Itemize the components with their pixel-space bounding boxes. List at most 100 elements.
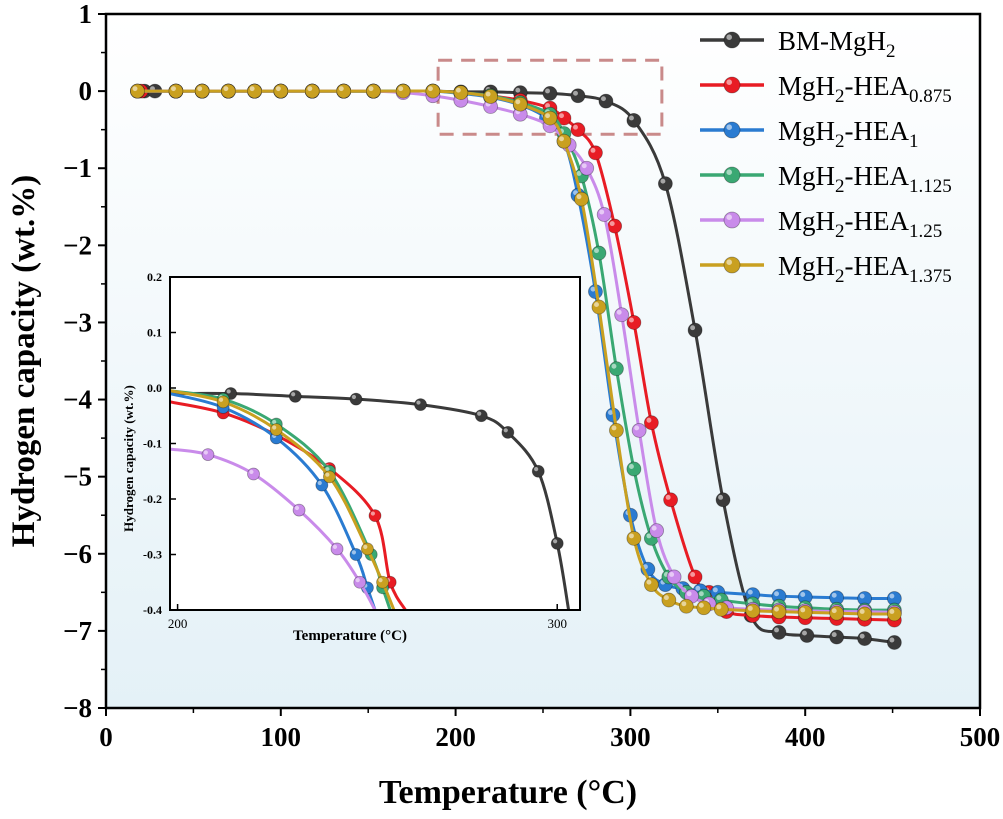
series-0-point-15 bbox=[542, 86, 558, 101]
series-5-point-28 bbox=[829, 605, 845, 621]
series-0-point-23-highlight bbox=[774, 627, 779, 633]
inset-series-5-point-5-highlight bbox=[378, 578, 383, 583]
series-1-point-16 bbox=[570, 122, 586, 138]
x-axis-label: Temperature (°C) bbox=[379, 774, 637, 811]
legend-label-sub: 2 bbox=[886, 41, 896, 62]
inset-series-0-point-3-highlight bbox=[351, 394, 357, 400]
series-5-point-7 bbox=[336, 83, 352, 99]
legend-swatch-marker-3 bbox=[723, 166, 741, 184]
series-0-point-26 bbox=[857, 631, 873, 646]
inset-series-5 bbox=[170, 389, 396, 610]
series-2-point-18-highlight bbox=[608, 410, 613, 415]
series-5-point-15-highlight bbox=[559, 136, 564, 142]
series-5-point-16-highlight bbox=[576, 194, 582, 200]
legend-label-main: MgH bbox=[778, 161, 835, 191]
legend-swatch-marker-4 bbox=[723, 211, 741, 229]
series-2-point-17-highlight bbox=[590, 286, 596, 292]
inset-series-2-point-3-highlight bbox=[317, 480, 322, 486]
series-0-point-27 bbox=[886, 635, 902, 650]
x-tick-label-5: 500 bbox=[960, 722, 1001, 752]
series-2-point-30-highlight bbox=[889, 593, 895, 599]
series-1-point-21-highlight bbox=[665, 494, 671, 500]
series-5-point-19-highlight bbox=[628, 533, 634, 539]
inset-series-0-point-8-highlight bbox=[553, 539, 558, 544]
inset-y-tick-label-2: 0.0 bbox=[147, 381, 162, 395]
series-0-point-24 bbox=[799, 628, 815, 643]
series-5-point-18-highlight bbox=[611, 425, 617, 431]
inset-series-1-point-4-highlight bbox=[370, 511, 375, 516]
y-tick-label-7: −6 bbox=[63, 539, 92, 569]
series-1-point-19 bbox=[626, 315, 642, 330]
series-5-point-11 bbox=[453, 85, 469, 101]
inset-series-4-point-2 bbox=[247, 467, 260, 481]
series-5-point-21-highlight bbox=[663, 595, 669, 601]
inset-series-5-point-2 bbox=[269, 423, 283, 437]
inset-series-0-point-7-highlight bbox=[534, 467, 539, 472]
x-tick-label-1: 100 bbox=[261, 722, 302, 752]
inset-plot: 200 300 0.2 0.1 0.0 -0.1 -0.2 -0.3 -0.4 Temperatu… bbox=[121, 270, 581, 644]
series-5-point-1-highlight bbox=[171, 86, 176, 92]
series-5-point-25 bbox=[745, 603, 761, 619]
inset-series-0-point-6 bbox=[501, 425, 515, 439]
legend-label-tail-sub: 0.875 bbox=[909, 86, 952, 107]
legend-label-tail-sub: 1.375 bbox=[909, 266, 952, 287]
series-1-point-20-highlight bbox=[646, 417, 652, 423]
inset-series-0-point-5-highlight bbox=[477, 411, 482, 416]
legend-label-tail: -HEA bbox=[845, 206, 910, 236]
legend-label-main: MgH bbox=[778, 116, 835, 146]
series-0-point-24-highlight bbox=[802, 630, 807, 636]
series-5-point-9-highlight bbox=[398, 86, 404, 92]
series-5-point-26 bbox=[771, 604, 787, 620]
legend-label-2: MgH2-HEA1 bbox=[778, 116, 919, 152]
inset-x-tick-label-1: 300 bbox=[547, 616, 567, 631]
series-1-point-21 bbox=[663, 492, 679, 508]
series-4-point-17-highlight bbox=[599, 209, 605, 215]
series-0-point-19-highlight bbox=[660, 178, 666, 184]
inset-series-5-point-5 bbox=[376, 575, 389, 589]
series-3-point-19-highlight bbox=[628, 464, 634, 469]
series-0-point-16-highlight bbox=[573, 90, 578, 96]
series-5-point-7-highlight bbox=[338, 86, 344, 92]
series-1-point-14-highlight bbox=[545, 103, 550, 109]
series-3-point-18-highlight bbox=[611, 363, 617, 369]
inset-series-5-point-4 bbox=[361, 542, 374, 556]
inset-series-0-point-4 bbox=[414, 398, 427, 412]
series-5 bbox=[130, 83, 902, 622]
inset-series-4-point-3 bbox=[292, 503, 306, 517]
series-5-point-14-highlight bbox=[545, 113, 550, 119]
series-0-point-27-highlight bbox=[889, 637, 895, 643]
series-0-point-21-highlight bbox=[718, 494, 724, 500]
inset-x-axis-label: Temperature (°C) bbox=[293, 628, 407, 644]
series-0-point-17-highlight bbox=[601, 96, 606, 102]
series-5-point-6-highlight bbox=[307, 86, 313, 92]
series-1-point-18-highlight bbox=[609, 221, 615, 227]
inset-x-tick-label-0: 200 bbox=[168, 616, 188, 631]
inset-y-tick-label-1: 0.1 bbox=[147, 326, 162, 340]
series-0-point-25 bbox=[829, 629, 845, 645]
x-tick-label-2: 200 bbox=[435, 722, 476, 752]
inset-y-tick-label-4: -0.2 bbox=[143, 492, 162, 506]
series-5-point-13 bbox=[512, 96, 528, 112]
inset-series-0-point-8 bbox=[550, 537, 564, 550]
series-0-point-18-highlight bbox=[628, 115, 634, 121]
series-2-point-25-highlight bbox=[747, 589, 753, 595]
series-5-point-25-highlight bbox=[747, 605, 753, 611]
series-0-point-25-highlight bbox=[831, 632, 837, 638]
series-3-point-19 bbox=[626, 461, 642, 477]
series-3-point-16-highlight bbox=[576, 171, 582, 176]
series-4-point-18-highlight bbox=[616, 309, 622, 315]
y-tick-label-3: −2 bbox=[63, 230, 92, 260]
series-0-point-21 bbox=[715, 492, 731, 508]
series-5-point-10-highlight bbox=[427, 86, 433, 92]
legend-swatch-marker-3-highlight bbox=[726, 169, 732, 175]
legend-label-main: MgH bbox=[778, 71, 835, 101]
series-5-point-5-highlight bbox=[275, 86, 281, 92]
inset-series-5-point-2-highlight bbox=[272, 425, 277, 430]
series-5-point-2 bbox=[194, 83, 210, 99]
inset-series-4-point-2-highlight bbox=[249, 469, 254, 475]
inset-series-line-0 bbox=[170, 391, 571, 610]
series-2-point-24-highlight bbox=[712, 587, 718, 593]
legend-label-4: MgH2-HEA1.25 bbox=[778, 206, 942, 242]
series-2-point-23-highlight bbox=[695, 585, 701, 591]
series-5-point-8 bbox=[366, 83, 381, 99]
